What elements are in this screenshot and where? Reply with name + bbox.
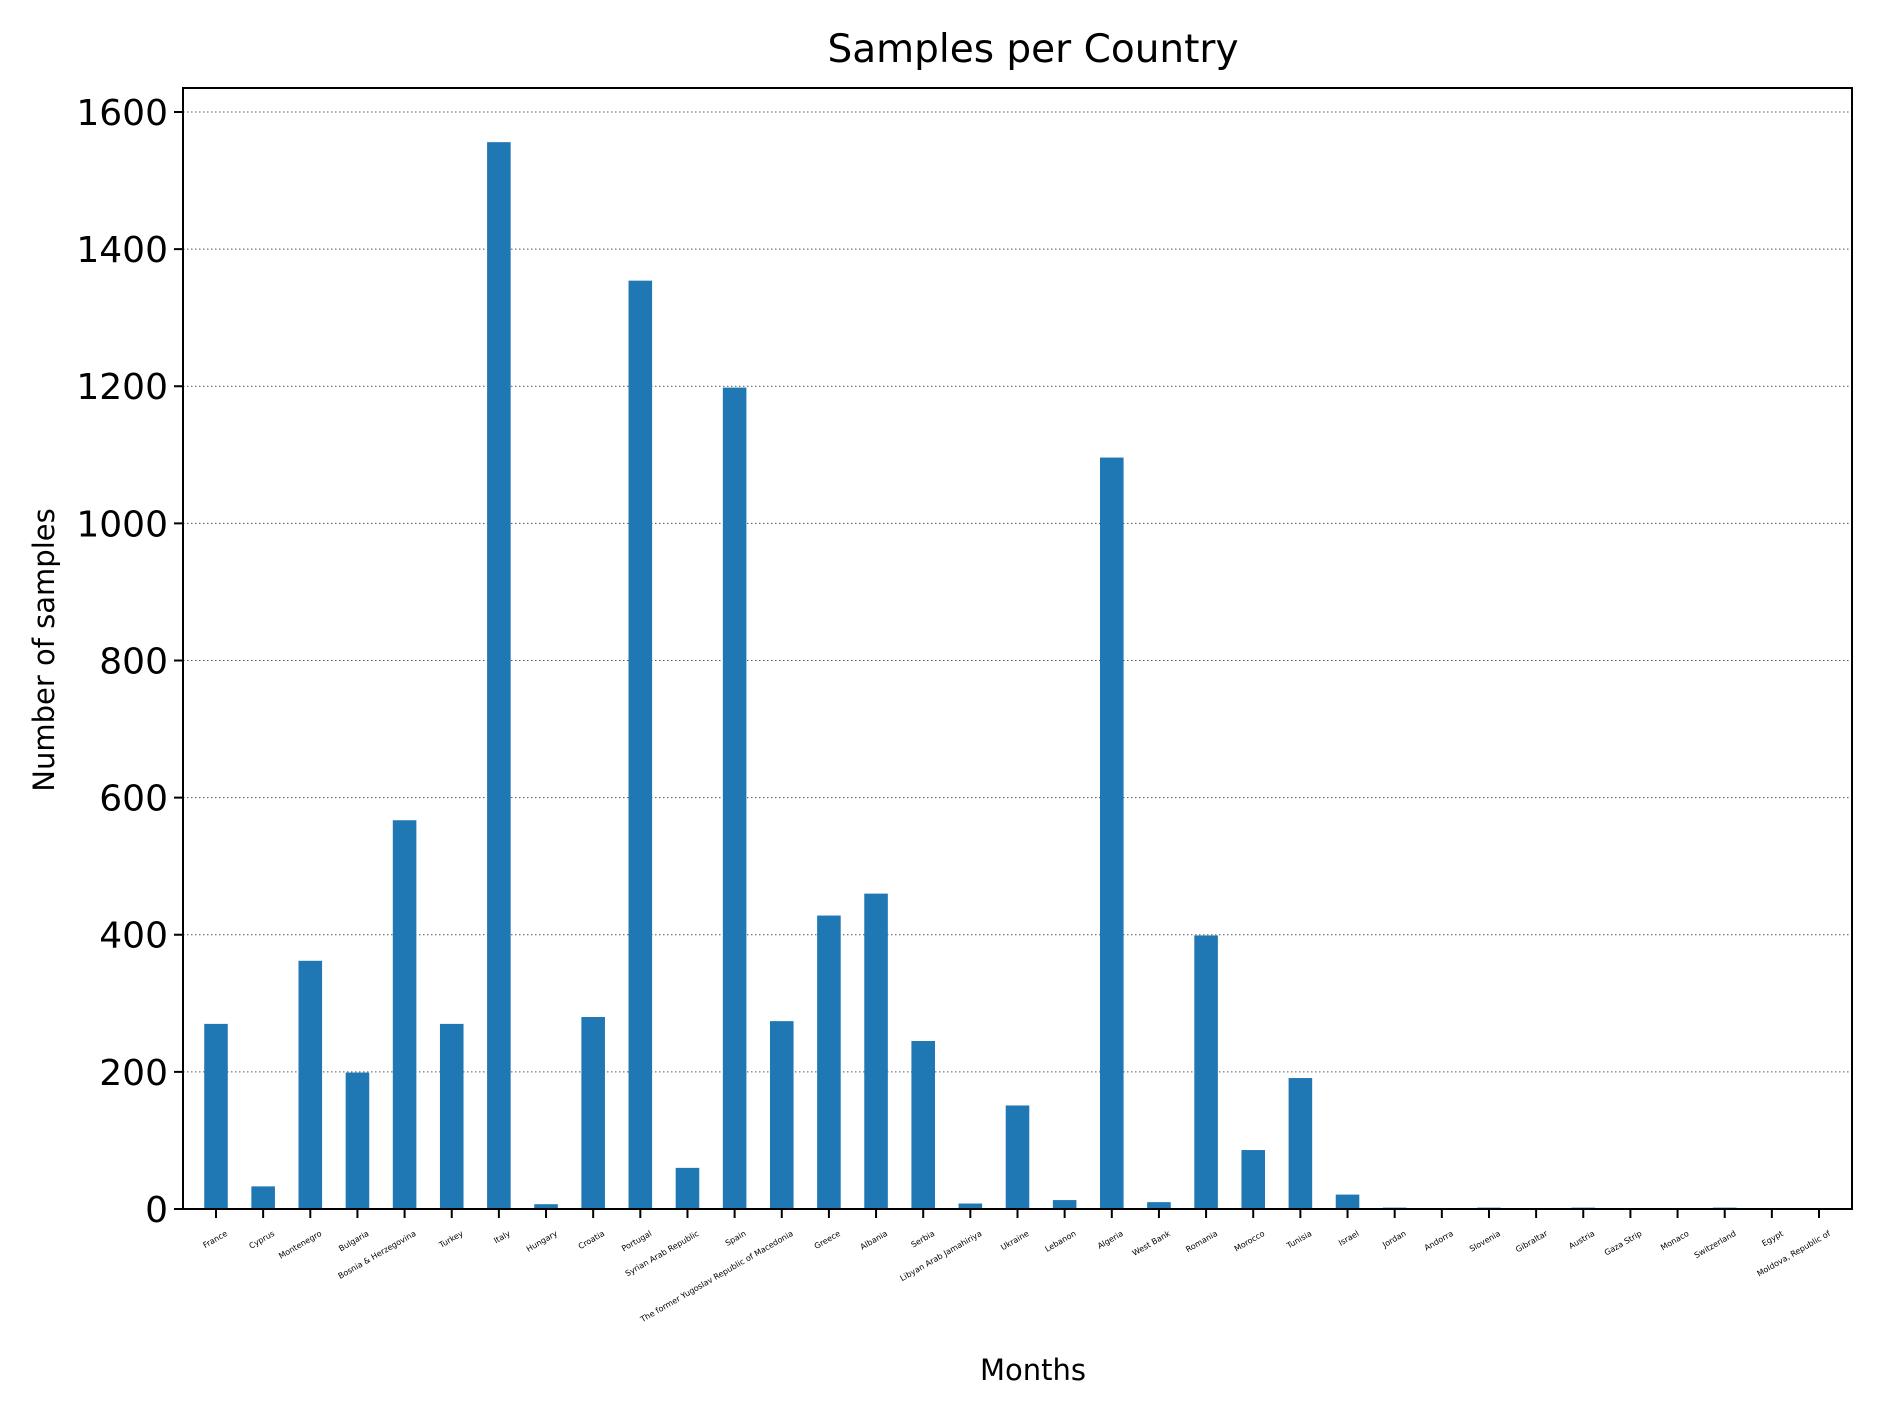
- bar: [1147, 1202, 1171, 1209]
- bar: [769, 1021, 794, 1209]
- chart-title: Samples per Country: [827, 27, 1238, 72]
- bar: [722, 387, 747, 1209]
- bar: [204, 1023, 228, 1209]
- bar: [817, 915, 841, 1209]
- x-axis-label: Months: [980, 1353, 1086, 1387]
- bar: [864, 893, 888, 1209]
- bar: [675, 1167, 700, 1209]
- y-tick-label: 1600: [76, 93, 168, 134]
- bars: [204, 142, 1831, 1210]
- bar: [1241, 1150, 1266, 1209]
- bar: [1194, 935, 1218, 1209]
- y-tick-label: 200: [99, 1053, 168, 1094]
- y-tick-label: 0: [145, 1190, 168, 1231]
- bar: [1052, 1200, 1077, 1209]
- y-tick-label: 1200: [76, 367, 168, 408]
- bar: [1288, 1078, 1313, 1209]
- bar: [628, 280, 653, 1210]
- bar: [487, 142, 511, 1209]
- y-tick-label: 600: [99, 779, 168, 820]
- y-tick-label: 400: [99, 916, 168, 957]
- y-tick-label: 1000: [76, 504, 168, 545]
- bar: [298, 960, 323, 1209]
- bar: [1005, 1105, 1030, 1209]
- bar: [1335, 1194, 1360, 1209]
- bar: [345, 1072, 370, 1209]
- bar: [911, 1041, 935, 1209]
- bar: [439, 1023, 464, 1209]
- bar: [392, 820, 417, 1209]
- bar: [1100, 457, 1124, 1209]
- bar: [581, 1017, 605, 1209]
- y-axis-label: Number of samples: [27, 508, 61, 791]
- y-tick-label: 1400: [76, 230, 168, 271]
- bar: [958, 1203, 983, 1209]
- y-tick-label: 800: [99, 641, 168, 682]
- bar: [251, 1186, 275, 1209]
- bar: [534, 1204, 558, 1209]
